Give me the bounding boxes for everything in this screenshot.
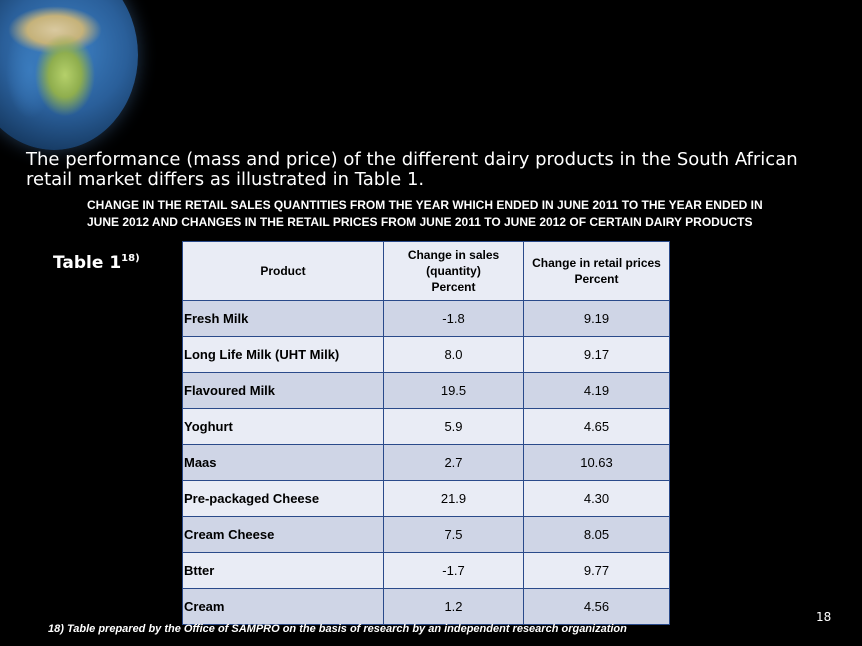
table-heading: CHANGE IN THE RETAIL SALES QUANTITIES FR… [87,197,787,231]
product-cell: Long Life Milk (UHT Milk) [182,336,384,373]
sales-change-cell: 1.2 [383,588,524,625]
price-change-cell: 9.17 [523,336,670,373]
table-heading-line-1: CHANGE IN THE RETAIL SALES QUANTITIES FR… [87,198,763,212]
product-cell: Btter [182,552,384,589]
table-label-footnote-ref: 18) [121,253,140,264]
product-cell: Maas [182,444,384,481]
sales-change-cell: 21.9 [383,480,524,517]
price-change-cell: 4.65 [523,408,670,445]
product-cell: Pre-packaged Cheese [182,480,384,517]
globe-image [0,0,138,150]
price-change-cell: 8.05 [523,516,670,553]
table-row: Btter -1.7 9.77 [182,552,670,589]
header-sales-change: Change in sales (quantity) Percent [383,241,524,301]
sales-change-cell: 2.7 [383,444,524,481]
header-price-line-1: Change in retail prices [532,256,661,270]
table-header-row: Product Change in sales (quantity) Perce… [182,241,670,301]
table-row: Long Life Milk (UHT Milk) 8.0 9.17 [182,336,670,373]
price-change-cell: 4.56 [523,588,670,625]
product-cell: Cream [182,588,384,625]
table-row: Cream Cheese 7.5 8.05 [182,516,670,553]
product-cell: Fresh Milk [182,300,384,337]
table-label: Table 118) [53,253,140,273]
table-label-text: Table 1 [53,253,122,273]
price-change-cell: 4.19 [523,372,670,409]
intro-text: The performance (mass and price) of the … [26,149,798,190]
header-price-change: Change in retail prices Percent [523,241,670,301]
sales-change-cell: -1.7 [383,552,524,589]
product-cell: Flavoured Milk [182,372,384,409]
header-sales-line-2: (quantity) [426,264,481,278]
product-cell: Yoghurt [182,408,384,445]
table-row: Cream 1.2 4.56 [182,588,670,625]
page-number: 18 [816,610,832,624]
table-row: Flavoured Milk 19.5 4.19 [182,372,670,409]
dairy-products-table: Product Change in sales (quantity) Perce… [182,241,670,625]
header-product: Product [182,241,384,301]
table-heading-line-2: JUNE 2012 AND CHANGES IN THE RETAIL PRIC… [87,215,753,229]
sales-change-cell: 19.5 [383,372,524,409]
sales-change-cell: 5.9 [383,408,524,445]
sales-change-cell: -1.8 [383,300,524,337]
header-sales-line-3: Percent [431,280,476,294]
header-sales-line-1: Change in sales [407,248,500,262]
price-change-cell: 9.77 [523,552,670,589]
header-price-line-2: Percent [574,272,619,286]
table-row: Pre-packaged Cheese 21.9 4.30 [182,480,670,517]
sales-change-cell: 8.0 [383,336,524,373]
footnote: 18) Table prepared by the Office of SAMP… [48,623,627,635]
price-change-cell: 9.19 [523,300,670,337]
table-row: Fresh Milk -1.8 9.19 [182,300,670,337]
table-row: Maas 2.7 10.63 [182,444,670,481]
table-row: Yoghurt 5.9 4.65 [182,408,670,445]
price-change-cell: 4.30 [523,480,670,517]
price-change-cell: 10.63 [523,444,670,481]
sales-change-cell: 7.5 [383,516,524,553]
product-cell: Cream Cheese [182,516,384,553]
